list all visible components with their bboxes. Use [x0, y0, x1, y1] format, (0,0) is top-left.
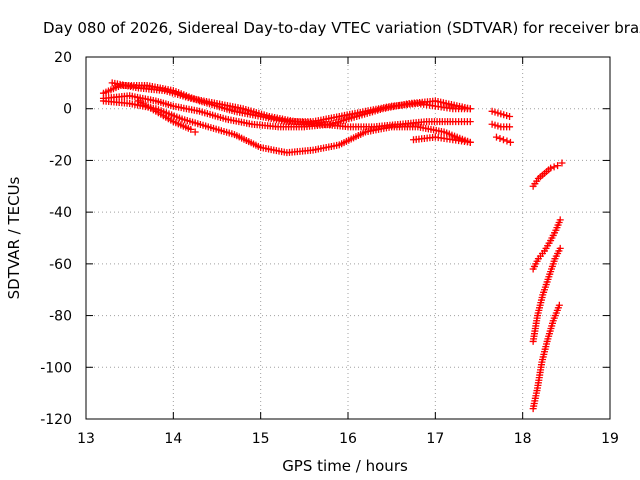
x-tick-label: 14 — [164, 431, 182, 447]
data-point — [554, 162, 562, 170]
series-track-5 — [134, 97, 199, 136]
series-track-10 — [529, 244, 564, 345]
data-point — [466, 138, 474, 146]
y-tick-label: -100 — [40, 360, 72, 376]
y-tick-label: 20 — [54, 50, 72, 66]
data-point — [492, 133, 500, 141]
chart-title: Day 080 of 2026, Sidereal Day-to-day VTE… — [43, 19, 640, 37]
data-point — [191, 128, 199, 136]
x-tick-label: 15 — [252, 431, 270, 447]
y-tick-label: 0 — [63, 102, 72, 118]
series-track-6 — [410, 133, 474, 146]
x-tick-label: 19 — [601, 431, 619, 447]
x-tick-label: 18 — [514, 431, 532, 447]
series-segment-7b — [488, 120, 514, 131]
grid-lines — [86, 57, 610, 419]
series-segment-7a — [488, 107, 514, 120]
data-point — [466, 105, 474, 113]
data-point — [556, 244, 564, 252]
data-point — [506, 112, 514, 120]
series-segment-7c — [492, 133, 514, 146]
y-tick-label: -80 — [49, 309, 72, 325]
series-track-9 — [529, 216, 564, 273]
data-point — [187, 125, 195, 133]
data-point — [555, 301, 563, 309]
data-point — [558, 159, 566, 167]
data-point — [499, 136, 507, 144]
data-point — [503, 137, 511, 145]
y-axis-label: SDTVAR / TECUs — [5, 176, 23, 299]
series-track-8 — [529, 159, 566, 190]
data-point — [550, 163, 558, 171]
data-point — [496, 134, 504, 142]
data-point — [547, 164, 555, 172]
y-tick-label: -20 — [49, 153, 72, 169]
series-track-3 — [99, 92, 474, 131]
data-point — [506, 123, 514, 131]
x-tick-label: 16 — [339, 431, 357, 447]
x-axis-label: GPS time / hours — [282, 457, 408, 475]
data-point — [556, 216, 564, 224]
y-tick-label: -60 — [49, 257, 72, 273]
data-point — [506, 138, 514, 146]
data-marks — [99, 79, 566, 413]
series-track-11 — [529, 301, 563, 413]
y-tick-label: -120 — [40, 412, 72, 428]
series-track-4 — [108, 79, 474, 131]
data-point — [466, 118, 474, 126]
x-tick-label: 17 — [426, 431, 444, 447]
axis-ticks: 13 14 15 16 17 18 19 20 0 -20 -40 -60 -80 -100 -120 — [40, 50, 619, 447]
x-tick-label: 13 — [77, 431, 95, 447]
y-tick-label: -40 — [49, 205, 72, 221]
